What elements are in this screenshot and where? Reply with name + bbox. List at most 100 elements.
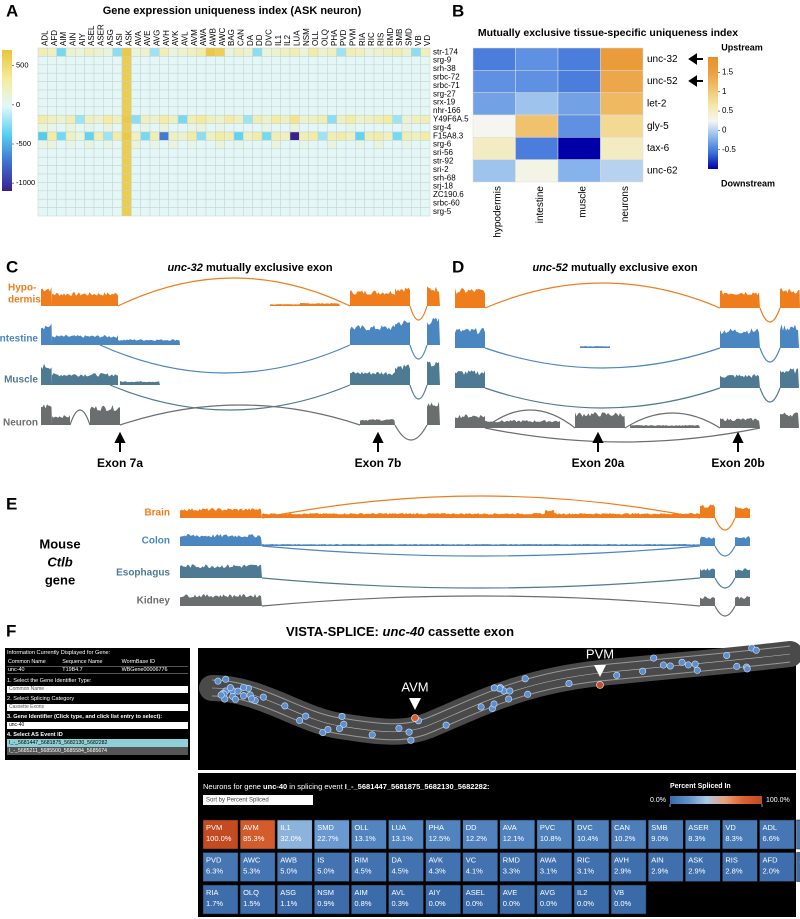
neuron-dot xyxy=(226,684,234,692)
dropdown[interactable]: Cassette Exons xyxy=(7,704,188,712)
colorbar-label: 1.5 xyxy=(722,68,734,77)
heatmap-cell xyxy=(65,190,76,200)
neuron-tile[interactable] xyxy=(351,852,387,882)
heatmap-cell xyxy=(205,56,216,66)
heatmap-cell xyxy=(187,173,197,183)
heatmap-cell xyxy=(252,64,263,74)
neuron-tile[interactable] xyxy=(314,852,350,882)
heatmap-cell xyxy=(112,106,123,116)
heatmap-cell xyxy=(420,106,431,116)
heatmap-cell xyxy=(93,182,104,192)
heatmap-cell xyxy=(65,207,76,217)
neuron-tile[interactable] xyxy=(796,819,800,850)
neuron-tile[interactable] xyxy=(462,884,498,915)
heatmap-cell xyxy=(233,98,244,108)
neuron-tile[interactable] xyxy=(314,884,350,915)
row-label: F15A8.3 xyxy=(433,131,464,140)
heatmap-cell xyxy=(299,165,309,175)
neuron-tile[interactable] xyxy=(573,852,610,882)
neuron-dot xyxy=(248,695,256,703)
neuron-tile[interactable] xyxy=(536,852,573,882)
neuron-tile[interactable] xyxy=(388,852,424,882)
neuron-tile[interactable] xyxy=(573,819,610,850)
heatmap-cell xyxy=(159,131,169,141)
heatmap-cell xyxy=(420,182,431,192)
text-input[interactable]: unc-40 xyxy=(7,722,188,730)
event-option[interactable]: I_-_5685211_5685500_5685584_5685674 xyxy=(7,747,188,756)
neuron-tile[interactable] xyxy=(796,852,800,882)
neuron-tile[interactable] xyxy=(276,884,313,915)
heatmap-cell xyxy=(411,131,421,141)
heatmap-cell xyxy=(243,148,253,158)
heatmap-cell xyxy=(112,165,123,175)
neuron-tile[interactable] xyxy=(314,819,350,850)
neuron-name: AIM xyxy=(354,888,367,897)
neuron-tile[interactable] xyxy=(202,884,239,915)
dropdown[interactable] xyxy=(203,795,313,805)
heatmap-cell xyxy=(65,56,76,66)
neuron-tile[interactable] xyxy=(239,884,276,915)
neuron-value: 2.9% xyxy=(651,866,668,875)
heatmap-cell xyxy=(187,56,197,66)
dropdown[interactable]: Common Name xyxy=(7,686,188,694)
coverage xyxy=(630,425,700,428)
heatmap-cell xyxy=(75,89,85,99)
neuron-tile[interactable] xyxy=(722,852,758,882)
neuron-tile[interactable] xyxy=(462,852,498,882)
neuron-tile[interactable] xyxy=(425,819,461,850)
neuron-tile[interactable] xyxy=(610,884,647,915)
heatmap-cell xyxy=(47,140,57,150)
junction-arc xyxy=(714,545,736,557)
neuron-tile[interactable] xyxy=(536,884,573,915)
neuron-tile[interactable] xyxy=(462,819,498,850)
neuron-tile[interactable] xyxy=(276,819,313,850)
neuron-tile[interactable] xyxy=(239,819,276,850)
column-label: AVA xyxy=(134,31,143,46)
neuron-tile[interactable] xyxy=(425,884,461,915)
neuron-tile[interactable] xyxy=(499,884,536,915)
neuron-tile[interactable] xyxy=(647,852,684,882)
heatmap-cell xyxy=(121,72,132,82)
heatmap-cell xyxy=(37,156,48,166)
neuron-tile[interactable] xyxy=(610,819,647,850)
heatmap-cell xyxy=(56,182,67,192)
junction-arc xyxy=(261,595,701,607)
neuron-value: 0.9% xyxy=(317,899,334,908)
neuron-tile[interactable] xyxy=(202,852,239,882)
heatmap-cell xyxy=(383,148,393,158)
neuron-tile[interactable] xyxy=(388,819,424,850)
neuron-tile[interactable] xyxy=(499,819,536,850)
neuron-dot xyxy=(302,712,310,720)
neuron-tile[interactable] xyxy=(610,852,647,882)
neuron-value: 2.0% xyxy=(763,866,780,875)
neuron-tile[interactable] xyxy=(573,884,610,915)
neuron-tile[interactable] xyxy=(351,884,387,915)
neuron-tile[interactable] xyxy=(276,852,313,882)
heatmap-cell xyxy=(345,173,356,183)
neuron-tile[interactable] xyxy=(685,852,721,882)
neuron-tile[interactable] xyxy=(759,852,795,882)
neuron-tile[interactable] xyxy=(647,819,684,850)
neuron-tile[interactable] xyxy=(759,819,795,850)
heatmap-cell xyxy=(224,72,235,82)
arrow xyxy=(732,431,744,452)
neuron-value: 4.5% xyxy=(392,866,409,875)
neuron-tile[interactable] xyxy=(202,819,239,850)
title: mutually exclusive exon xyxy=(206,262,333,274)
heatmap-cell xyxy=(383,182,393,192)
heatmap-cell xyxy=(75,165,85,175)
neuron-tile[interactable] xyxy=(425,852,461,882)
heatmap-cell xyxy=(373,47,384,57)
heatmap-cell xyxy=(420,56,431,66)
neuron-tile[interactable] xyxy=(722,819,758,850)
coverage xyxy=(735,506,750,518)
neuron-tile[interactable] xyxy=(499,852,536,882)
heatmap-cell xyxy=(56,114,67,124)
event-option[interactable]: I_-_5681447_5681875_5682130_5682282 xyxy=(7,739,188,748)
heatmap-cell xyxy=(196,190,207,200)
neuron-tile[interactable] xyxy=(388,884,424,915)
neuron-tile[interactable] xyxy=(239,852,276,882)
neuron-tile[interactable] xyxy=(536,819,573,850)
neuron-tile[interactable] xyxy=(685,819,721,850)
neuron-tile[interactable] xyxy=(351,819,387,850)
